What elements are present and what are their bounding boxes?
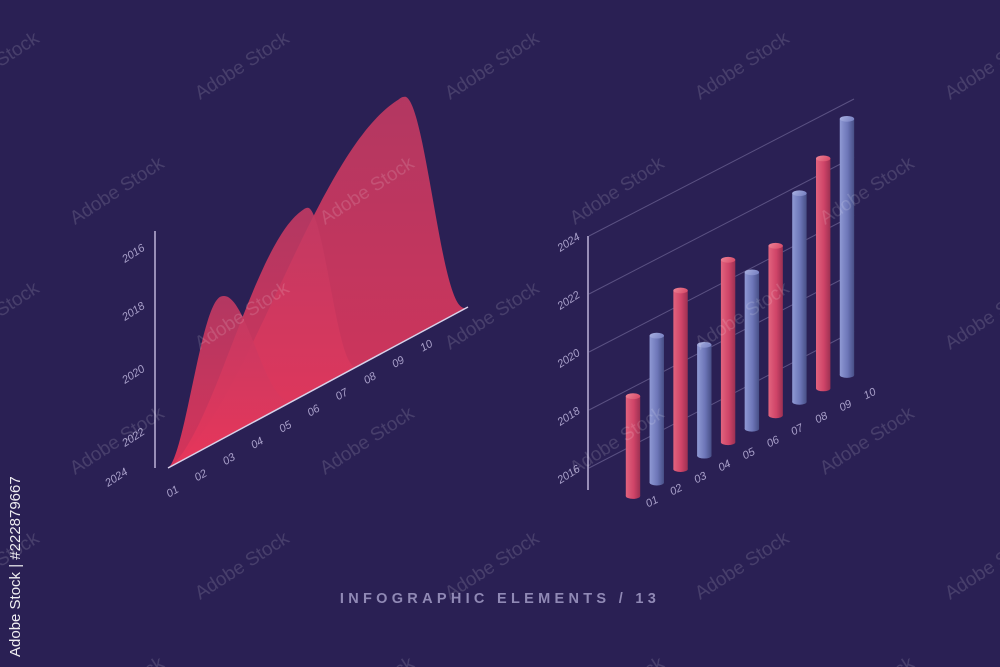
svg-text:INFOGRAPHIC ELEMENTS / 13: INFOGRAPHIC ELEMENTS / 13 xyxy=(340,591,660,607)
